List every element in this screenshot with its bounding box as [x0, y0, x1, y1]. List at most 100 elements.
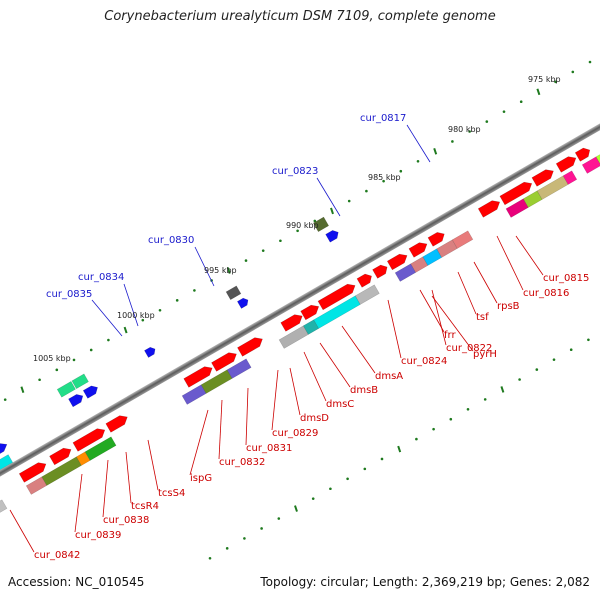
gene-arrow [555, 156, 577, 173]
genome-summary-text: Topology: circular; Length: 2,369,219 bp… [260, 575, 590, 589]
scale-dot [193, 289, 196, 292]
gene-arrow [0, 443, 8, 461]
label-leader [431, 289, 447, 346]
scale-dot [313, 219, 317, 223]
gene-arrow [183, 366, 213, 388]
scale-dot [311, 497, 315, 500]
gene-block [226, 358, 252, 379]
scale-label: 975 kbp [528, 75, 561, 84]
scale-dot [416, 160, 420, 163]
scale-dot [519, 100, 523, 104]
gene-label: cur_0830 [148, 235, 194, 246]
scale-dot [485, 120, 489, 123]
label-leader [289, 367, 301, 416]
scale-label: 995 kbp [204, 266, 237, 275]
gene-block [562, 170, 578, 185]
gene-arrow [317, 283, 356, 311]
gene-block [312, 216, 330, 233]
scale-tick [500, 386, 505, 393]
scale-dot [382, 179, 385, 183]
gene-block [278, 325, 309, 349]
label-leader [515, 235, 544, 276]
label-leader [271, 369, 279, 431]
scale-dot [175, 299, 179, 302]
gene-block [0, 499, 8, 516]
gene-label: pyrH [473, 349, 497, 360]
label-leader [194, 246, 215, 287]
label-leader [125, 451, 132, 504]
gene-label: cur_0835 [46, 289, 92, 300]
label-leader [341, 325, 376, 374]
scale-dot [502, 110, 506, 113]
label-leader [74, 473, 83, 533]
scale-labels: 975 kbp 980 kbp 985 kbp 990 kbp 995 kbp … [33, 75, 561, 363]
label-leader [147, 439, 159, 491]
gene-label: dmsB [350, 385, 378, 396]
feature-tracks [0, 146, 600, 516]
scale-label: 985 kbp [368, 173, 401, 182]
gene-arrow [574, 147, 591, 162]
scale-dot-track [3, 60, 592, 560]
scale-dot [141, 318, 145, 322]
scale-dot [468, 130, 471, 133]
gene-label: dmsC [326, 399, 354, 410]
gene-arrow [300, 304, 320, 321]
gene-arrow [325, 230, 339, 243]
gene-block [56, 381, 76, 398]
gene-label: cur_0822 [446, 343, 492, 354]
label-leader [387, 299, 402, 359]
gene-label: dmsA [375, 371, 403, 382]
scale-dot [363, 467, 367, 471]
gene-arrow [18, 462, 47, 483]
gene-label: cur_0831 [246, 443, 292, 454]
scale-dot [346, 477, 349, 481]
gene-label: cur_0834 [78, 272, 124, 283]
gene-block [354, 284, 380, 305]
gene-arrow [72, 428, 106, 452]
gene-arrow [280, 314, 303, 332]
scale-dot [571, 70, 575, 74]
label-leader [218, 399, 223, 460]
gene-label: cur_0842 [34, 550, 80, 561]
gene-arrow [531, 169, 554, 187]
scale-dot [588, 60, 592, 64]
accession-text: Accession: NC_010545 [8, 575, 145, 589]
gene-block [71, 373, 89, 390]
scale-dot [277, 517, 281, 520]
scale-dot [449, 417, 453, 421]
scale-tick [330, 207, 334, 215]
scale-dot [451, 140, 454, 143]
scale-tick [123, 326, 128, 334]
gene-label: cur_0832 [219, 457, 265, 468]
gene-arrow [427, 232, 445, 247]
scale-dot [365, 189, 368, 193]
gene-label: ispG [190, 473, 212, 484]
scale-dot [55, 368, 59, 372]
gene-label: cur_0823 [272, 166, 318, 177]
scale-dot [208, 556, 212, 560]
scale-label: 990 kbp [286, 221, 319, 230]
scale-label: 980 kbp [448, 125, 481, 134]
gene-arrow [82, 385, 98, 399]
gene-arrow [372, 264, 388, 279]
scale-tick [536, 88, 541, 96]
gene-label: tsf [476, 312, 489, 323]
gene-label: tcsS4 [158, 488, 185, 499]
scale-dot [225, 547, 229, 550]
scale-dot [518, 378, 521, 381]
scale-dot [380, 457, 384, 461]
gene-arrow [237, 337, 263, 357]
gene-block [595, 146, 600, 166]
gene-label: cur_0839 [75, 530, 121, 541]
gene-block [41, 456, 82, 486]
gene-arrow [408, 242, 428, 258]
label-leaders [9, 124, 544, 553]
gene-label: cur_0817 [360, 113, 406, 124]
scale-dot [89, 348, 93, 352]
gene-label: dmsD [300, 413, 329, 424]
gene-label: cur_0824 [401, 356, 447, 367]
scale-dot [158, 308, 162, 312]
label-leader [419, 289, 445, 333]
gene-arrow [237, 297, 249, 309]
